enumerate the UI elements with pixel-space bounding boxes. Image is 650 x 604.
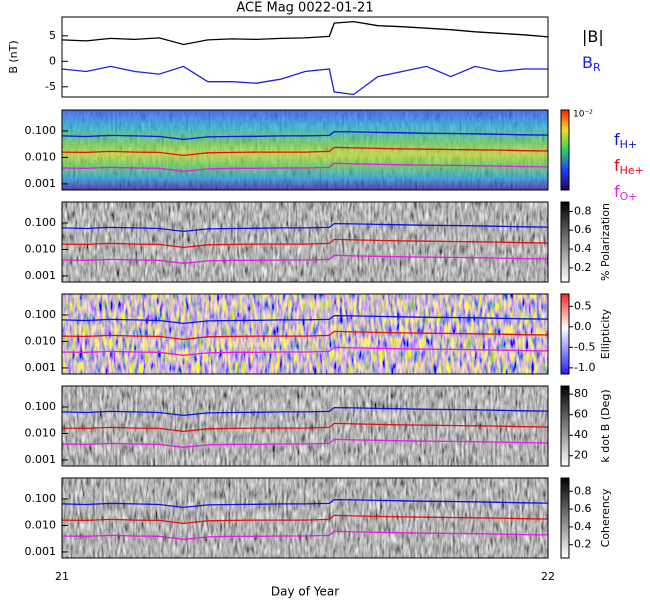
y-tick-label: 0.010 <box>25 242 57 255</box>
plot-frame <box>61 16 549 98</box>
legend-name: f <box>614 156 620 175</box>
legend-name: B <box>582 53 593 72</box>
legend-entry: fO+ <box>614 182 638 204</box>
series-line <box>61 498 549 509</box>
y-tick-label: 0.100 <box>25 400 57 413</box>
legend-entry: BR <box>582 53 601 75</box>
colorbar-label: 10⁻² <box>573 110 593 120</box>
legend-subscript: He+ <box>620 164 644 177</box>
colorbar-tick-label: 40 <box>574 428 588 441</box>
series-line <box>61 314 549 325</box>
series-line <box>61 254 549 264</box>
colorbar <box>560 201 570 283</box>
plot-frame <box>61 477 549 559</box>
colorbar <box>560 385 570 467</box>
colorbar-title: Ellipticity <box>599 308 612 359</box>
y-tick-label: 0.001 <box>25 269 57 282</box>
colorbar <box>560 477 570 559</box>
plot-frame <box>61 109 549 191</box>
legend-subscript: H+ <box>620 138 638 151</box>
series-line <box>61 438 549 448</box>
y-axis-label: B (nT) <box>7 40 20 73</box>
x-axis-label: Day of Year <box>271 585 339 599</box>
y-tick-label: 0.010 <box>25 518 57 531</box>
colorbar-tick-label: 0.2 <box>574 261 592 274</box>
colorbar-tick-label: 0.6 <box>574 502 592 515</box>
colorbar-tick-label: 0.4 <box>574 520 592 533</box>
legend-entry: fH+ <box>614 130 637 152</box>
series-line <box>61 20 549 46</box>
colorbar-tick-label: -0.5 <box>574 340 595 353</box>
x-tick-label: 21 <box>55 570 69 583</box>
legend-subscript: R <box>593 61 601 74</box>
colorbar-tick-label: 0.2 <box>574 538 592 551</box>
y-tick-label: 0.100 <box>25 124 57 137</box>
y-tick-label: 0.001 <box>25 361 57 374</box>
colorbar-tick-label: 20 <box>574 449 588 462</box>
y-tick-label: 5 <box>49 29 56 42</box>
series-line <box>61 130 549 141</box>
x-tick-label: 22 <box>541 570 555 583</box>
series-line <box>61 146 549 157</box>
y-tick-label: 0.001 <box>25 177 57 190</box>
y-tick-label: 0.001 <box>25 453 57 466</box>
colorbar-tick-label: 0.4 <box>574 242 592 255</box>
colorbar-tick-label: 0.6 <box>574 223 592 236</box>
legend-name: |B| <box>582 27 604 46</box>
y-tick-label: 0 <box>49 54 56 67</box>
y-tick-label: 0.100 <box>25 308 57 321</box>
plot-frame <box>61 385 549 467</box>
colorbar-title: k dot B (Deg) <box>599 389 612 462</box>
colorbar-tick-label: 0.8 <box>574 204 592 217</box>
series-line <box>61 514 549 525</box>
colorbar-tick-label: 80 <box>574 387 588 400</box>
series-line <box>61 162 549 172</box>
colorbar-tick-label: 0.5 <box>574 299 592 312</box>
chart-title: ACE Mag 0022-01-21 <box>236 1 373 16</box>
series-line <box>61 65 548 96</box>
series-line <box>61 346 549 356</box>
colorbar <box>560 109 570 191</box>
series-line <box>61 530 549 540</box>
plot-frame <box>61 201 549 283</box>
colorbar-title: % Polarization <box>599 203 612 281</box>
y-tick-label: 0.001 <box>25 545 57 558</box>
legend-entry: fHe+ <box>614 156 644 178</box>
y-tick-label: 0.100 <box>25 492 57 505</box>
series-line <box>61 222 549 233</box>
legend-subscript: O+ <box>620 190 638 203</box>
y-tick-label: 0.100 <box>25 216 57 229</box>
colorbar <box>560 293 570 375</box>
series-line <box>61 238 549 249</box>
colorbar-tick-label: 0.0 <box>574 320 592 333</box>
series-line <box>61 406 549 417</box>
y-tick-label: 0.010 <box>25 426 57 439</box>
legend-name: f <box>614 130 620 149</box>
colorbar-title: Coherency <box>599 488 612 547</box>
colorbar-tick-label: 60 <box>574 408 588 421</box>
y-tick-label: 0.010 <box>25 150 57 163</box>
y-tick-label: 0.010 <box>25 334 57 347</box>
colorbar-tick-label: 0.8 <box>574 484 592 497</box>
legend-name: f <box>614 182 620 201</box>
plot-frame <box>61 293 549 375</box>
series-line <box>61 330 549 341</box>
legend-entry: |B| <box>582 27 604 46</box>
y-tick-label: -5 <box>45 80 56 93</box>
colorbar-tick-label: -1.0 <box>574 361 595 374</box>
series-line <box>61 422 549 433</box>
